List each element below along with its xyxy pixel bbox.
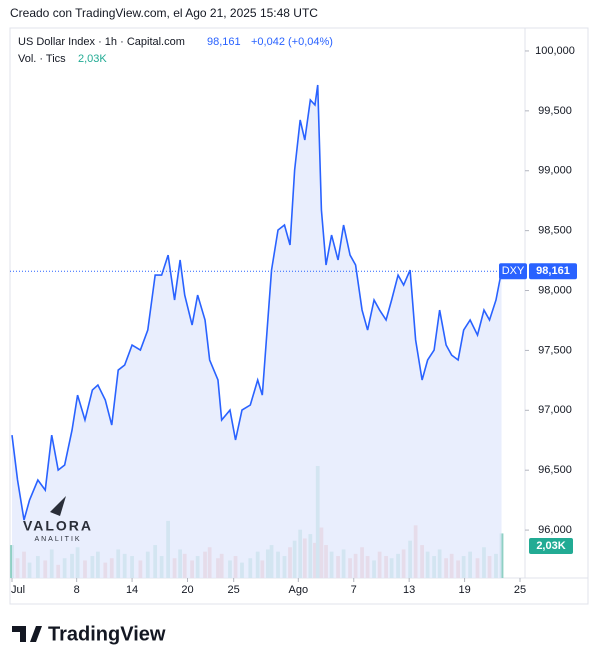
x-tick-label: Ago: [289, 584, 309, 596]
y-tick-label: 96,500: [538, 464, 572, 476]
logo-text: TradingView: [48, 623, 166, 645]
watermark-brand: VALORA: [23, 518, 93, 534]
y-tick-label: 98,000: [538, 284, 572, 296]
volume-badge: [529, 538, 573, 554]
logo-icon: [12, 626, 42, 642]
x-tick-label: 25: [514, 584, 526, 596]
x-tick-label: 19: [458, 584, 470, 596]
x-tick-label: Jul: [11, 584, 25, 596]
change: +0,042 (+0,04%): [251, 36, 333, 48]
watermark-sub: ANALITIK: [34, 536, 81, 543]
symbol: US Dollar Index · 1h · Capital.com: [18, 36, 185, 48]
y-tick-label: 100,000: [535, 45, 575, 57]
plot: [10, 84, 504, 578]
x-tick-label: 13: [403, 584, 415, 596]
chart-frame: [9, 27, 589, 605]
x-tick-label: 20: [181, 584, 193, 596]
price-badge-text: 98,161: [536, 265, 570, 277]
y-tick-label: 98,500: [538, 225, 572, 237]
footer-logo: TradingView: [12, 623, 166, 645]
price-area: [12, 84, 502, 578]
last-price: 98,161: [207, 36, 241, 48]
y-tick-label: 99,500: [538, 105, 572, 117]
watermark-icon: [50, 496, 66, 516]
y-tick-label: 99,000: [538, 165, 572, 177]
credit: Creado con TradingView.com, el Ago 21, 2…: [10, 6, 318, 20]
y-tick-label: 97,000: [538, 404, 572, 416]
watermark: VALORA ANALITIK: [23, 496, 93, 543]
x-tick-label: 8: [74, 584, 80, 596]
volume-last: 2,03K: [78, 53, 107, 65]
y-tick-label: 96,000: [538, 524, 572, 536]
x-tick-label: 14: [126, 584, 138, 596]
y-tick-label: 97,500: [538, 344, 572, 356]
x-tick-label: 7: [351, 584, 357, 596]
volume-badge-text: 2,03K: [536, 540, 565, 552]
price-badge: [529, 263, 577, 280]
volume-title: Vol. · Tics: [18, 53, 66, 65]
symbol-badge-text: DXY: [502, 265, 525, 277]
x-tick-label: 25: [228, 584, 240, 596]
price-line: [11, 84, 503, 521]
symbol-badge: [499, 263, 527, 280]
